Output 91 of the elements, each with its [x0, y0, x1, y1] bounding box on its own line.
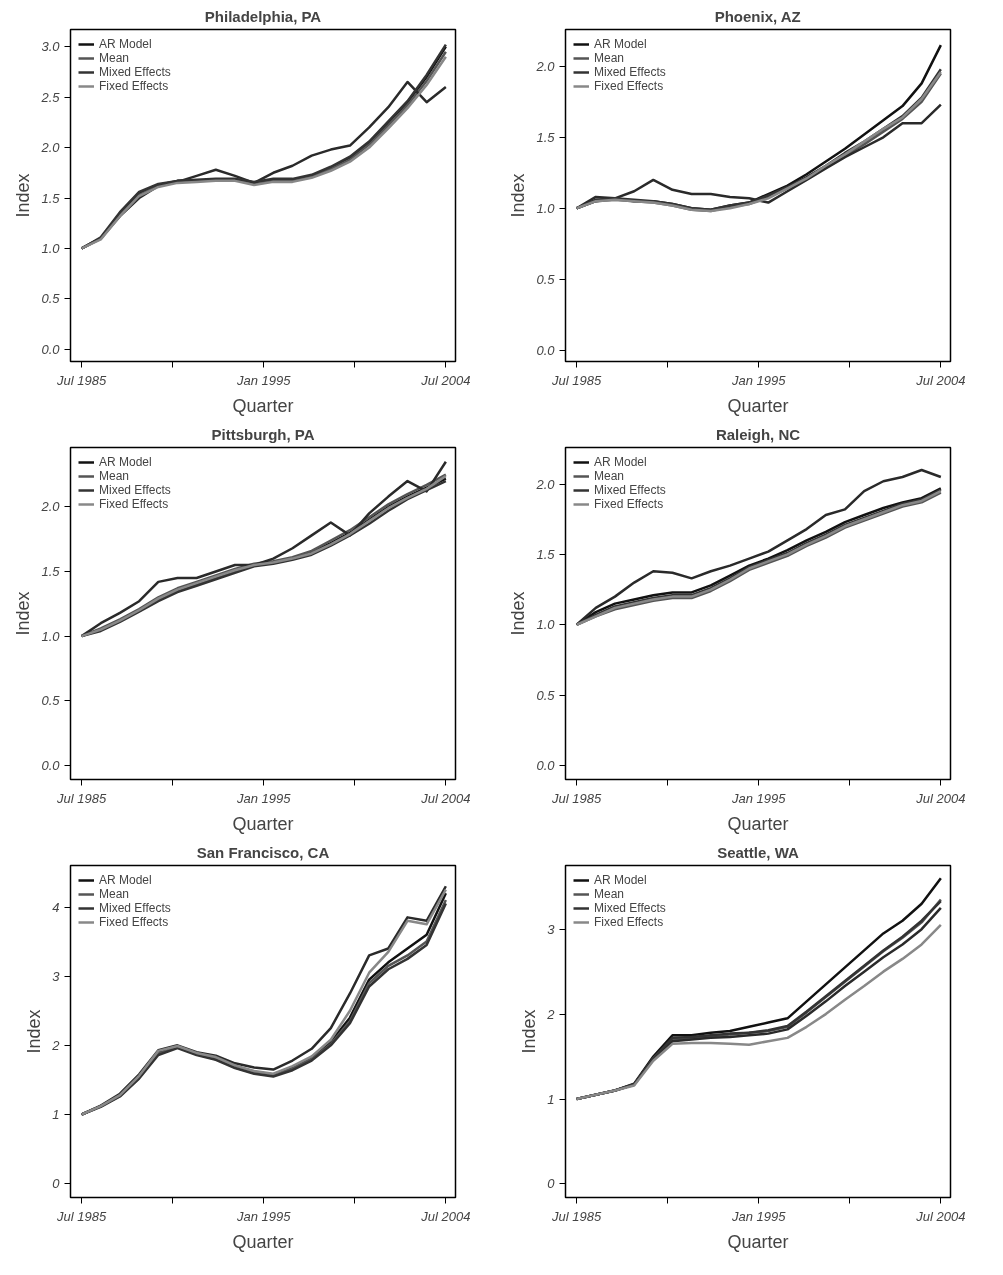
- legend-label: Fixed Effects: [99, 497, 169, 511]
- y-axis-title: Index: [13, 173, 34, 218]
- y-tick-label: 2.0: [40, 140, 61, 156]
- x-tick-label: Jul 1985: [56, 1208, 107, 1224]
- legend-label: AR Model: [594, 873, 647, 887]
- chart-title: Pittsburgh, PA: [211, 425, 315, 443]
- legend-label: Mixed Effects: [594, 65, 666, 79]
- y-axis-title: Index: [24, 1009, 45, 1054]
- y-tick-label: 3.0: [41, 39, 61, 55]
- legend-label: Mixed Effects: [99, 65, 171, 79]
- y-tick-label: 3: [52, 968, 61, 984]
- x-tick-label: Jul 1985: [551, 1208, 602, 1224]
- x-tick-label: Jan 1995: [731, 1208, 787, 1224]
- legend-label: Mean: [594, 469, 625, 483]
- x-tick-label: Jul 2004: [915, 1208, 966, 1224]
- x-tick-label: Jul 2004: [420, 1208, 471, 1224]
- x-tick-label: Jan 1995: [236, 790, 292, 806]
- x-axis-title: Quarter: [727, 395, 789, 416]
- chart-title: San Francisco, CA: [196, 843, 330, 861]
- y-tick-label: 0.5: [536, 271, 556, 287]
- y-tick-label: 4: [52, 899, 60, 915]
- y-tick-label: 0.0: [41, 757, 61, 773]
- y-tick-label: 2: [51, 1037, 61, 1053]
- legend-label: AR Model: [594, 455, 647, 469]
- legend-label: Mean: [594, 887, 625, 901]
- legend-label: Mixed Effects: [594, 483, 666, 497]
- y-tick-label: 0.5: [536, 687, 556, 703]
- y-tick-label: 0: [547, 1176, 556, 1192]
- legend-label: Mean: [594, 51, 625, 65]
- legend-label: Fixed Effects: [594, 915, 664, 929]
- x-axis-title: Quarter: [232, 395, 294, 416]
- y-tick-label: 1.5: [41, 564, 61, 580]
- y-tick-label: 0: [52, 1176, 61, 1192]
- chart-title: Seattle, WA: [717, 843, 800, 861]
- y-tick-label: 1: [547, 1091, 555, 1107]
- x-tick-label: Jul 2004: [915, 790, 966, 806]
- y-tick-label: 1.0: [536, 617, 556, 633]
- legend-label: Mixed Effects: [99, 483, 171, 497]
- x-tick-label: Jul 1985: [56, 372, 107, 388]
- y-tick-label: 1.5: [536, 129, 556, 145]
- legend-label: Fixed Effects: [99, 79, 169, 93]
- x-axis-title: Quarter: [727, 1231, 789, 1252]
- x-tick-label: Jul 1985: [551, 372, 602, 388]
- legend-label: Mixed Effects: [594, 901, 666, 915]
- y-tick-label: 0.0: [536, 342, 556, 358]
- y-tick-label: 1.0: [41, 628, 61, 644]
- y-axis-title: Index: [508, 591, 529, 636]
- y-tick-label: 2.0: [535, 58, 556, 74]
- x-axis-title: Quarter: [232, 813, 294, 834]
- legend-label: AR Model: [594, 37, 647, 51]
- y-tick-label: 0.5: [41, 693, 61, 709]
- y-axis-title: Index: [13, 591, 34, 636]
- y-axis-title: Index: [519, 1009, 540, 1054]
- x-tick-label: Jul 2004: [420, 372, 471, 388]
- y-tick-label: 1.0: [41, 240, 61, 256]
- legend-label: AR Model: [99, 873, 152, 887]
- chart-title: Raleigh, NC: [715, 425, 801, 443]
- y-axis-title: Index: [508, 173, 529, 218]
- x-axis-title: Quarter: [727, 813, 789, 834]
- legend-label: AR Model: [99, 455, 152, 469]
- chart-title: Philadelphia, PA: [204, 7, 322, 25]
- legend-label: Fixed Effects: [594, 497, 664, 511]
- x-axis-title: Quarter: [232, 1231, 294, 1252]
- x-tick-label: Jan 1995: [731, 790, 787, 806]
- y-tick-label: 1.5: [536, 546, 556, 562]
- legend-label: Mixed Effects: [99, 901, 171, 915]
- y-tick-label: 3: [547, 921, 556, 937]
- y-tick-label: 2.5: [40, 89, 61, 105]
- x-tick-label: Jan 1995: [236, 1208, 292, 1224]
- legend-label: Mean: [99, 469, 130, 483]
- y-tick-label: 1.0: [536, 200, 556, 216]
- y-tick-label: 0.0: [41, 341, 61, 357]
- chart-title: Phoenix, AZ: [714, 7, 801, 25]
- x-tick-label: Jul 1985: [56, 790, 107, 806]
- x-tick-label: Jul 2004: [420, 790, 471, 806]
- legend-label: Fixed Effects: [99, 915, 169, 929]
- y-tick-label: 1.5: [41, 190, 61, 206]
- y-tick-label: 0.0: [536, 757, 556, 773]
- y-tick-label: 0.5: [41, 291, 61, 307]
- x-tick-label: Jan 1995: [236, 372, 292, 388]
- legend-label: Mean: [99, 887, 130, 901]
- x-tick-label: Jan 1995: [731, 372, 787, 388]
- y-tick-label: 2.0: [40, 499, 61, 515]
- x-tick-label: Jul 2004: [915, 372, 966, 388]
- y-tick-label: 1: [52, 1107, 60, 1122]
- legend-label: AR Model: [99, 37, 152, 51]
- y-tick-label: 2: [546, 1006, 556, 1022]
- legend-label: Mean: [99, 51, 130, 65]
- y-tick-label: 2.0: [535, 476, 556, 492]
- legend-label: Fixed Effects: [594, 79, 664, 93]
- x-tick-label: Jul 1985: [551, 790, 602, 806]
